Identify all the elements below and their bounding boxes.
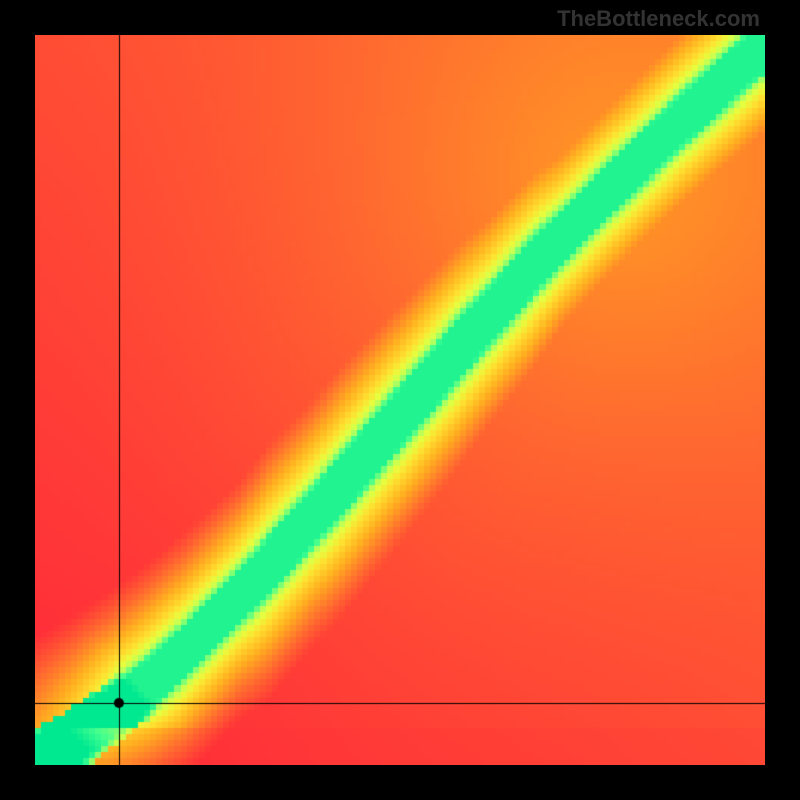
watermark-text: TheBottleneck.com: [557, 6, 760, 32]
bottleneck-heatmap: [35, 35, 765, 765]
